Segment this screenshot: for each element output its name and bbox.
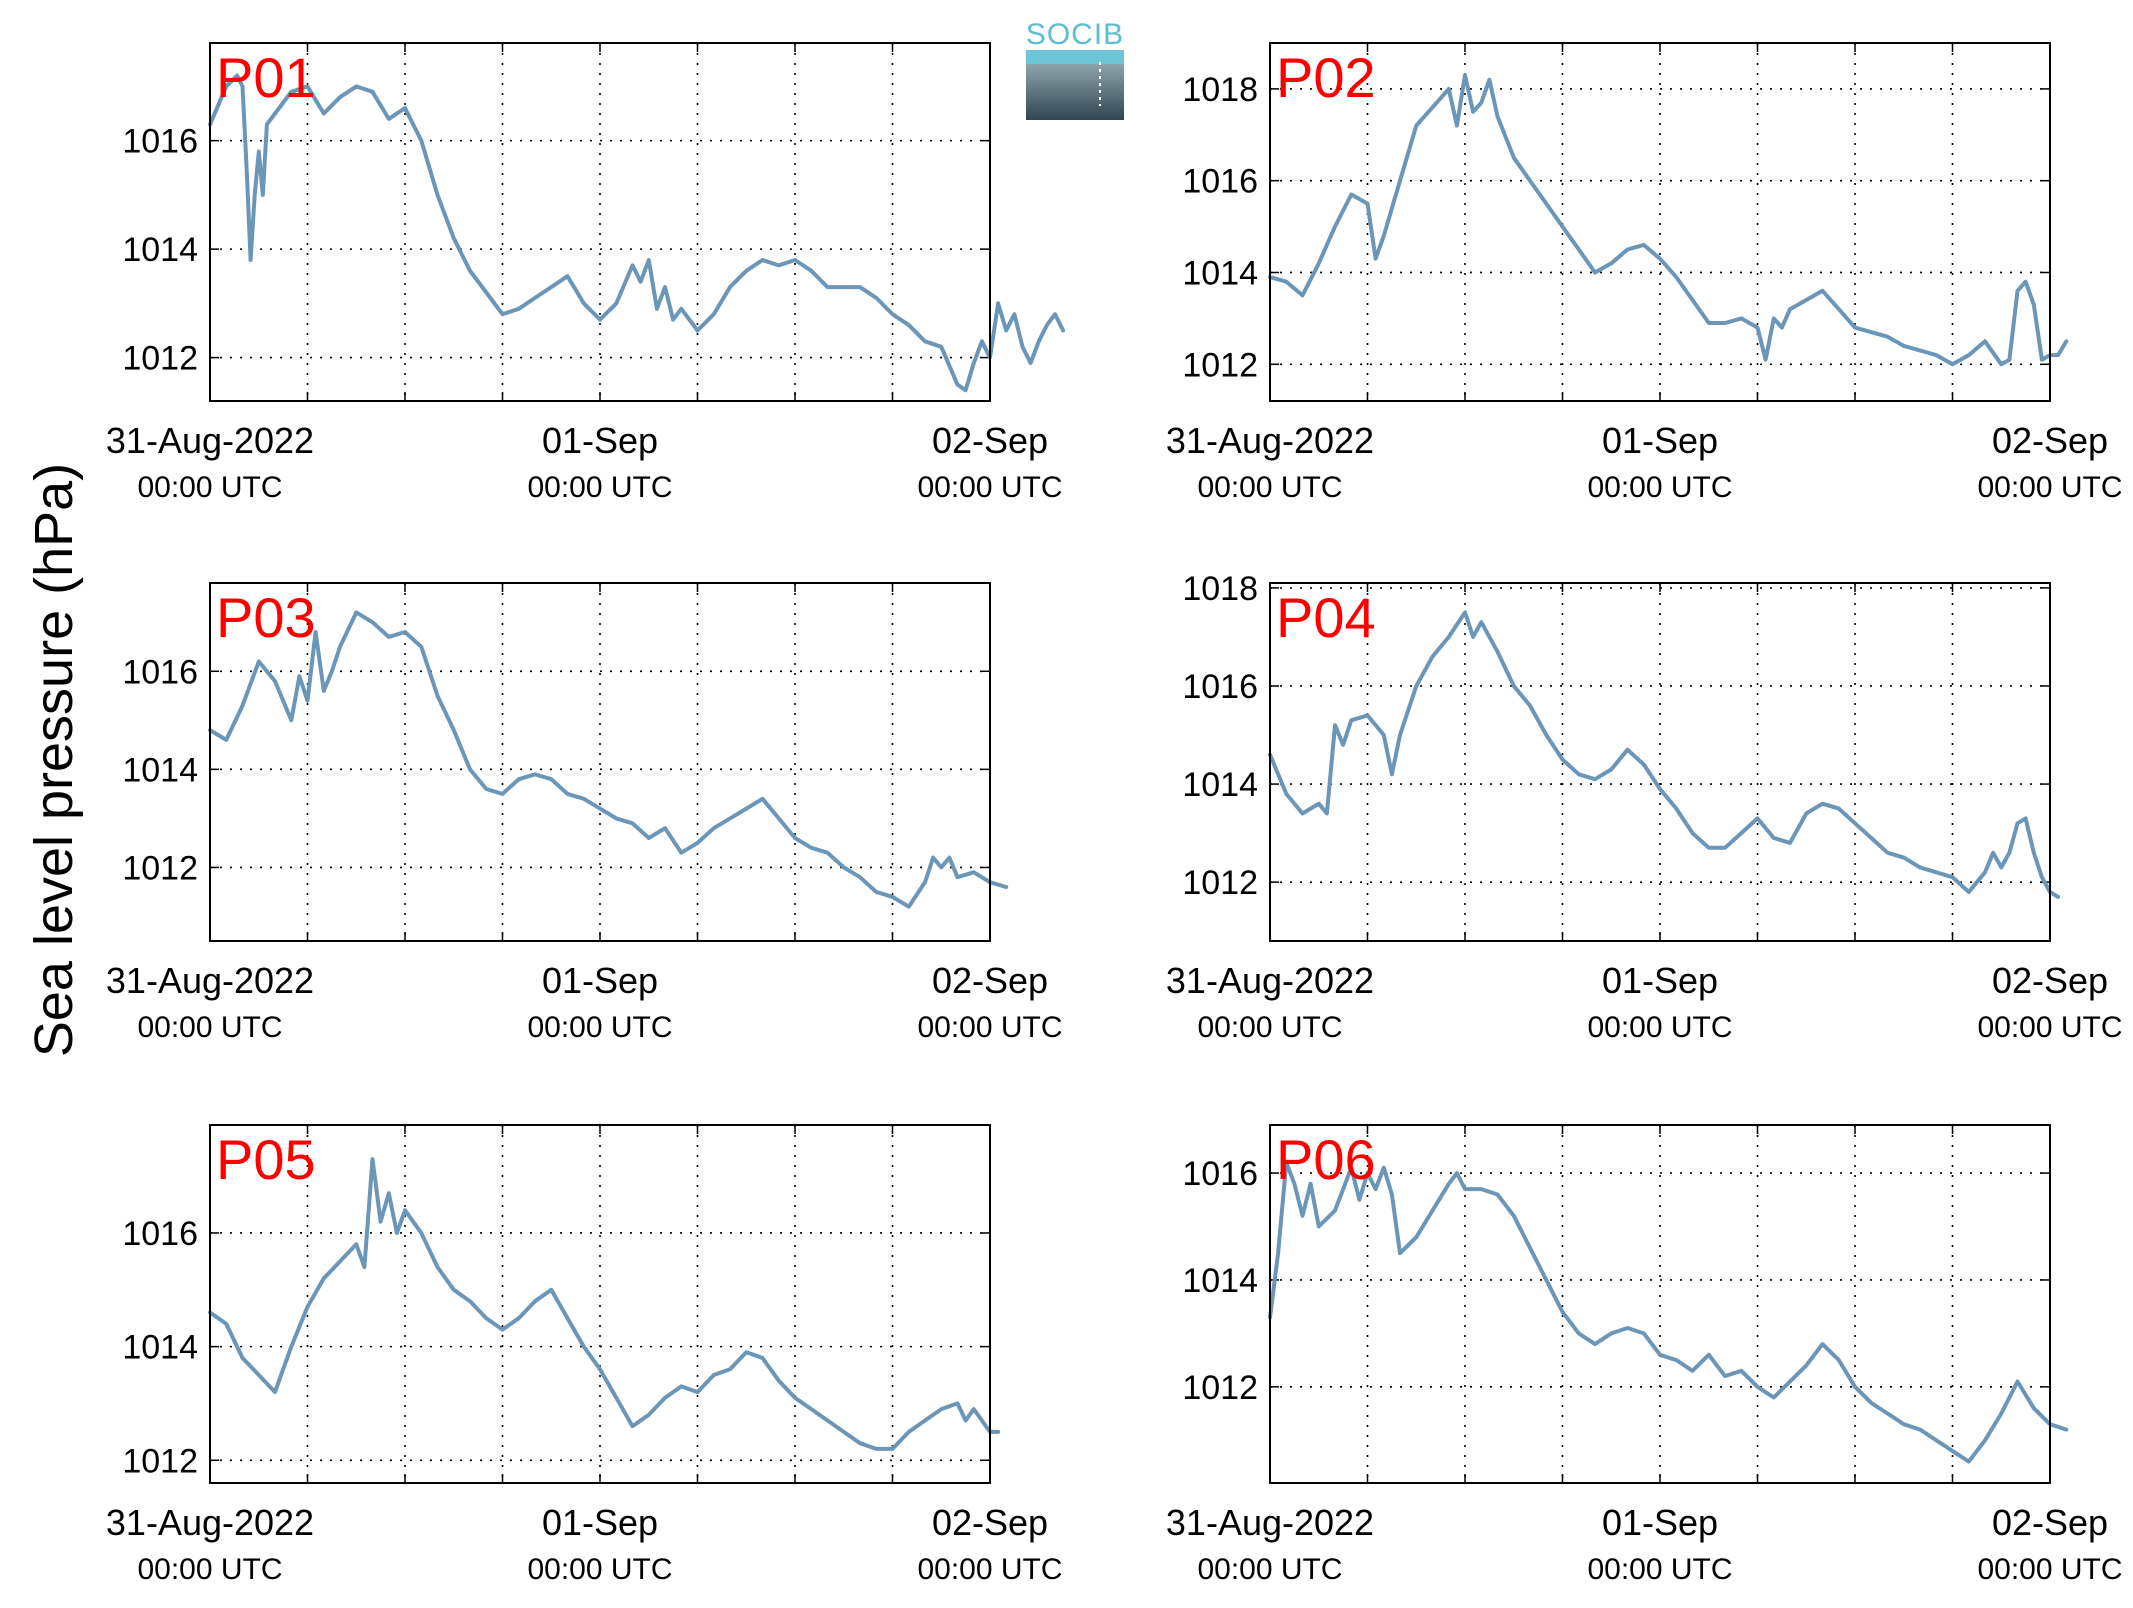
axes-frame	[209, 1124, 991, 1484]
logo-block	[1026, 64, 1124, 120]
x-tick-label: 02-Sep	[932, 1502, 1048, 1543]
panels: 1012 1014 1016 31-Aug-2022 00:00 UTC 01-Sep 00…	[106, 42, 2123, 1586]
axes-frame	[1269, 1124, 2051, 1484]
x-tick-sublabel: 00:00 UTC	[1587, 471, 1732, 504]
series-line-p01	[208, 73, 1066, 393]
x-tick-sublabel: 00:00 UTC	[527, 471, 672, 504]
x-tick-sublabel: 00:00 UTC	[137, 1553, 282, 1586]
x-tick-sublabel: 00:00 UTC	[1587, 1553, 1732, 1586]
logo-text: SOCIB	[1026, 18, 1124, 51]
x-tick-label: 31-Aug-2022	[106, 960, 314, 1001]
x-tick-sublabel: 00:00 UTC	[527, 1011, 672, 1044]
y-tick-label: 1016	[1182, 668, 1258, 706]
x-tick-sublabel: 00:00 UTC	[1977, 1011, 2122, 1044]
panel-p01: 1012 1014 1016 31-Aug-2022 00:00 UTC 01-Sep 00…	[106, 42, 1066, 504]
x-tick-sublabel: 00:00 UTC	[917, 471, 1062, 504]
x-tick-sublabel: 00:00 UTC	[1197, 471, 1342, 504]
x-tick-label: 02-Sep	[1992, 960, 2108, 1001]
x-tick-sublabel: 00:00 UTC	[1587, 1011, 1732, 1044]
x-tick-sublabel: 00:00 UTC	[527, 1553, 672, 1586]
y-tick-label: 1012	[1182, 1369, 1258, 1407]
x-tick-label: 01-Sep	[542, 1502, 658, 1543]
panel-label: P05	[216, 1128, 316, 1191]
panel-p06: 1012 1014 1016 31-Aug-2022 00:00 UTC 01-Sep 00…	[1166, 1124, 2123, 1586]
x-tick-sublabel: 00:00 UTC	[1197, 1011, 1342, 1044]
y-tick-label: 1018	[1182, 71, 1258, 109]
panel-label: P04	[1276, 586, 1376, 649]
panel-p03: 1012 1014 1016 31-Aug-2022 00:00 UTC 01-Sep 00…	[106, 582, 1063, 1044]
x-tick-label: 01-Sep	[542, 420, 658, 461]
y-tick-label: 1016	[1182, 163, 1258, 201]
x-tick-label: 01-Sep	[1602, 960, 1718, 1001]
series-line-p03	[208, 610, 1009, 909]
x-tick-label: 01-Sep	[542, 960, 658, 1001]
y-tick-label: 1014	[1182, 766, 1258, 804]
x-tick-label: 01-Sep	[1602, 420, 1718, 461]
y-tick-label: 1014	[122, 751, 198, 789]
panel-label: P03	[216, 586, 316, 649]
y-tick-label: 1016	[122, 653, 198, 691]
x-tick-label: 02-Sep	[1992, 1502, 2108, 1543]
x-tick-label: 02-Sep	[932, 960, 1048, 1001]
axes-frame	[209, 42, 991, 402]
x-tick-label: 01-Sep	[1602, 1502, 1718, 1543]
axes-frame	[209, 582, 991, 942]
panel-p05: 1012 1014 1016 31-Aug-2022 00:00 UTC 01-Sep 00…	[106, 1124, 1063, 1586]
y-tick-label: 1012	[122, 340, 198, 378]
x-tick-label: 31-Aug-2022	[1166, 960, 1374, 1001]
panel-label: P06	[1276, 1128, 1376, 1191]
panel-label: P01	[216, 46, 316, 109]
socib-logo: SOCIB	[1026, 18, 1124, 120]
y-tick-label: 1016	[1182, 1155, 1258, 1193]
x-tick-label: 31-Aug-2022	[1166, 1502, 1374, 1543]
y-tick-label: 1012	[1182, 864, 1258, 902]
series-line-p06	[1268, 1160, 2069, 1464]
y-tick-label: 1012	[122, 1442, 198, 1480]
x-tick-label: 31-Aug-2022	[106, 1502, 314, 1543]
x-tick-label: 02-Sep	[932, 420, 1048, 461]
y-tick-label: 1014	[122, 1329, 198, 1367]
panel-label: P02	[1276, 46, 1376, 109]
panel-p04: 1012 1014 1016 1018 31-Aug-2022 00:00 UTC 01-S…	[1166, 570, 2123, 1044]
y-tick-label: 1012	[1182, 346, 1258, 384]
series-line-p02	[1268, 73, 2069, 367]
x-tick-label: 31-Aug-2022	[1166, 420, 1374, 461]
axes-frame	[1269, 582, 2051, 942]
y-tick-label: 1012	[122, 849, 198, 887]
y-axis-label: Sea level pressure (hPa)	[24, 463, 84, 1057]
panel-p02: 1012 1014 1016 1018 31-Aug-2022 00:00 UTC 01-S…	[1166, 42, 2123, 504]
y-tick-label: 1016	[122, 123, 198, 161]
x-tick-sublabel: 00:00 UTC	[137, 1011, 282, 1044]
x-tick-sublabel: 00:00 UTC	[917, 1553, 1062, 1586]
y-tick-label: 1014	[1182, 1262, 1258, 1300]
x-tick-label: 31-Aug-2022	[106, 420, 314, 461]
x-tick-sublabel: 00:00 UTC	[917, 1011, 1062, 1044]
y-tick-label: 1018	[1182, 570, 1258, 608]
y-tick-label: 1014	[122, 231, 198, 269]
series-line-p05	[208, 1157, 1001, 1451]
x-tick-sublabel: 00:00 UTC	[137, 471, 282, 504]
x-tick-sublabel: 00:00 UTC	[1197, 1553, 1342, 1586]
x-tick-label: 02-Sep	[1992, 420, 2108, 461]
x-tick-sublabel: 00:00 UTC	[1977, 471, 2122, 504]
y-tick-label: 1016	[122, 1215, 198, 1253]
logo-wave-band	[1026, 50, 1124, 64]
series-line-p04	[1268, 610, 2061, 899]
y-tick-label: 1014	[1182, 254, 1258, 292]
axes-frame	[1269, 42, 2051, 402]
x-tick-sublabel: 00:00 UTC	[1977, 1553, 2122, 1586]
